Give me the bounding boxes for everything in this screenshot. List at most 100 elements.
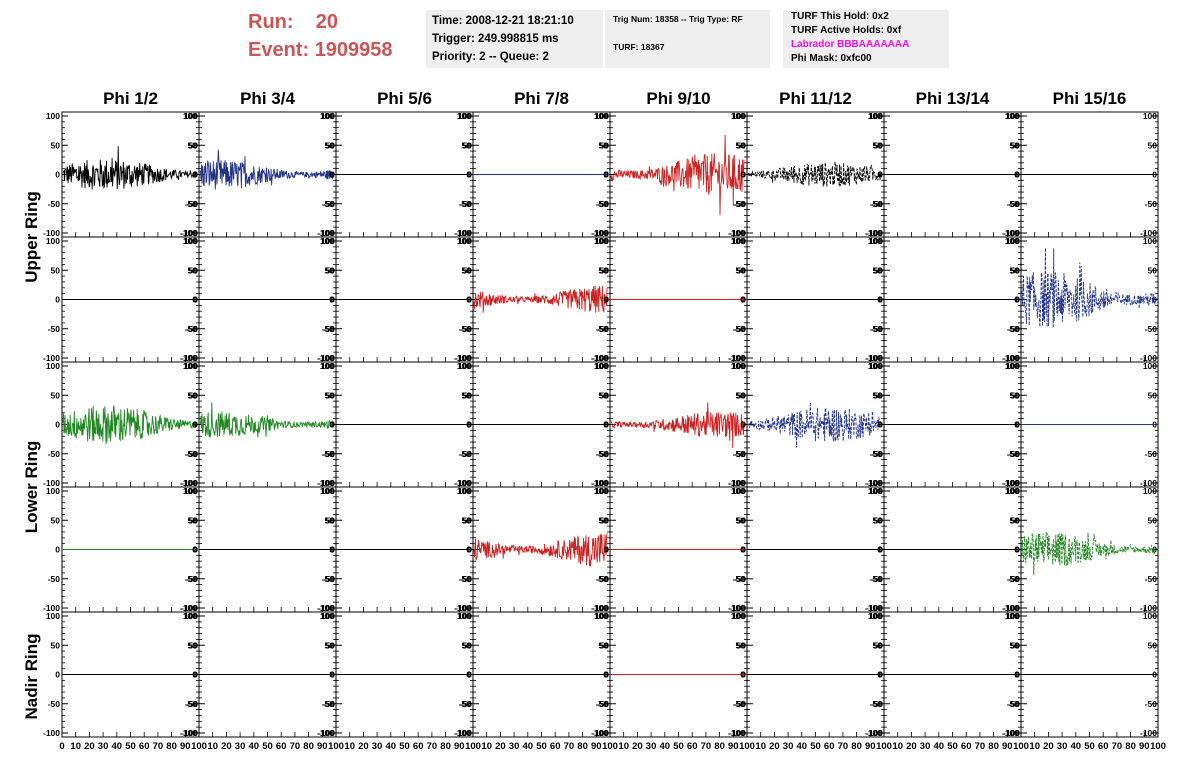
y-tick-label: 50: [599, 515, 609, 525]
x-tick-label: 70: [427, 741, 438, 752]
y-tick-label: -50: [322, 449, 335, 459]
y-tick-label: -50: [185, 199, 198, 209]
y-tick-label: 0: [192, 170, 197, 180]
y-tick-label: -50: [1008, 199, 1021, 209]
y-tick-label: -50: [186, 574, 199, 584]
waveform-trace: [199, 402, 334, 438]
y-tick-label: 100: [594, 611, 608, 621]
y-tick-label: -50: [596, 199, 609, 209]
x-tick-label: 50: [536, 741, 547, 752]
y-tick-label: -100: [181, 478, 198, 488]
y-tick-label: -100: [866, 728, 883, 738]
event-label: Event:: [248, 39, 310, 61]
y-tick-label: -100: [455, 728, 472, 738]
y-tick-label: 100: [731, 361, 745, 371]
y-tick-label: -100: [729, 228, 746, 238]
y-tick-label: 100: [868, 111, 882, 121]
x-tick-label: 80: [577, 741, 588, 752]
x-tick-label: 90: [180, 741, 191, 752]
y-tick-label: -100: [317, 728, 334, 738]
y-tick-label: 100: [321, 361, 335, 371]
y-tick-label: -50: [460, 574, 473, 584]
y-tick-label: 100: [732, 611, 746, 621]
y-tick-label: 50: [51, 640, 61, 650]
y-tick-label: 50: [599, 265, 609, 275]
y-tick-label: -50: [1008, 574, 1021, 584]
x-tick-label: 100: [602, 741, 618, 752]
x-tick-label: 90: [454, 741, 465, 752]
x-tick-label: 30: [509, 741, 520, 752]
y-tick-label: 0: [603, 420, 608, 430]
y-tick-label: -100: [728, 478, 745, 488]
y-tick-label: 100: [1005, 486, 1019, 496]
y-tick-label: 100: [1006, 111, 1020, 121]
y-tick-label: 50: [1010, 265, 1020, 275]
run-event-box: Run: 20 Event: 1909958: [248, 8, 418, 68]
x-tick-label: 50: [262, 741, 273, 752]
y-tick-label: -50: [459, 699, 472, 709]
y-tick-label: -50: [733, 574, 746, 584]
y-tick-label: 0: [877, 420, 882, 430]
y-tick-label: 50: [463, 390, 473, 400]
y-tick-label: 100: [321, 611, 335, 621]
waveform-trace: [473, 285, 608, 313]
y-tick-label: 50: [51, 390, 61, 400]
y-tick-label: 0: [466, 670, 471, 680]
y-tick-label: 100: [184, 486, 198, 496]
y-tick-label: 100: [46, 111, 60, 121]
x-tick-label: 60: [824, 741, 835, 752]
x-tick-label: 20: [1043, 741, 1054, 752]
y-tick-label: -50: [1145, 699, 1158, 709]
x-tick-label: 70: [975, 741, 986, 752]
y-tick-label: -50: [871, 449, 884, 459]
y-tick-label: -100: [1003, 228, 1020, 238]
y-tick-label: -50: [596, 449, 609, 459]
y-tick-label: -100: [43, 228, 60, 238]
priority-queue-text: Priority: 2 -- Queue: 2: [432, 51, 549, 63]
y-tick-label: 50: [462, 640, 472, 650]
column-title: Phi 11/12: [779, 89, 852, 108]
waveform-trace: [747, 161, 882, 188]
y-tick-label: 100: [457, 611, 471, 621]
y-tick-label: -100: [728, 728, 745, 738]
y-tick-label: 50: [737, 640, 747, 650]
y-tick-label: 100: [320, 236, 334, 246]
y-tick-label: 100: [731, 111, 745, 121]
y-tick-label: 0: [192, 420, 197, 430]
x-tick-label: 40: [797, 741, 808, 752]
y-tick-label: -100: [180, 228, 197, 238]
ring-label: Lower Ring: [22, 441, 41, 534]
y-tick-label: -100: [43, 353, 60, 363]
y-tick-label: 100: [1005, 236, 1019, 246]
column-title: Phi 5/6: [377, 89, 432, 108]
y-tick-label: -100: [454, 728, 471, 738]
y-tick-label: -50: [734, 574, 747, 584]
x-tick-label: 100: [876, 741, 892, 752]
y-tick-label: 100: [458, 111, 472, 121]
y-tick-label: 0: [1014, 420, 1019, 430]
y-tick-label: 50: [599, 640, 609, 650]
x-tick-label: 20: [221, 741, 232, 752]
y-tick-label: 50: [1011, 515, 1021, 525]
y-tick-label: 50: [325, 640, 335, 650]
x-tick-label: 40: [1071, 741, 1082, 752]
y-tick-label: -50: [1007, 324, 1020, 334]
y-tick-label: -50: [186, 324, 199, 334]
y-tick-label: 50: [1011, 640, 1021, 650]
y-tick-label: 50: [873, 390, 883, 400]
x-tick-label: 50: [810, 741, 821, 752]
y-tick-label: -50: [597, 199, 610, 209]
y-tick-label: 50: [51, 140, 61, 150]
column-title: Phi 3/4: [240, 89, 295, 108]
y-tick-label: 50: [873, 640, 883, 650]
y-tick-label: 50: [189, 515, 199, 525]
y-tick-label: 50: [1148, 390, 1158, 400]
column-title: Phi 7/8: [514, 89, 569, 108]
y-tick-label: 100: [595, 111, 609, 121]
y-tick-label: -100: [1140, 478, 1157, 488]
